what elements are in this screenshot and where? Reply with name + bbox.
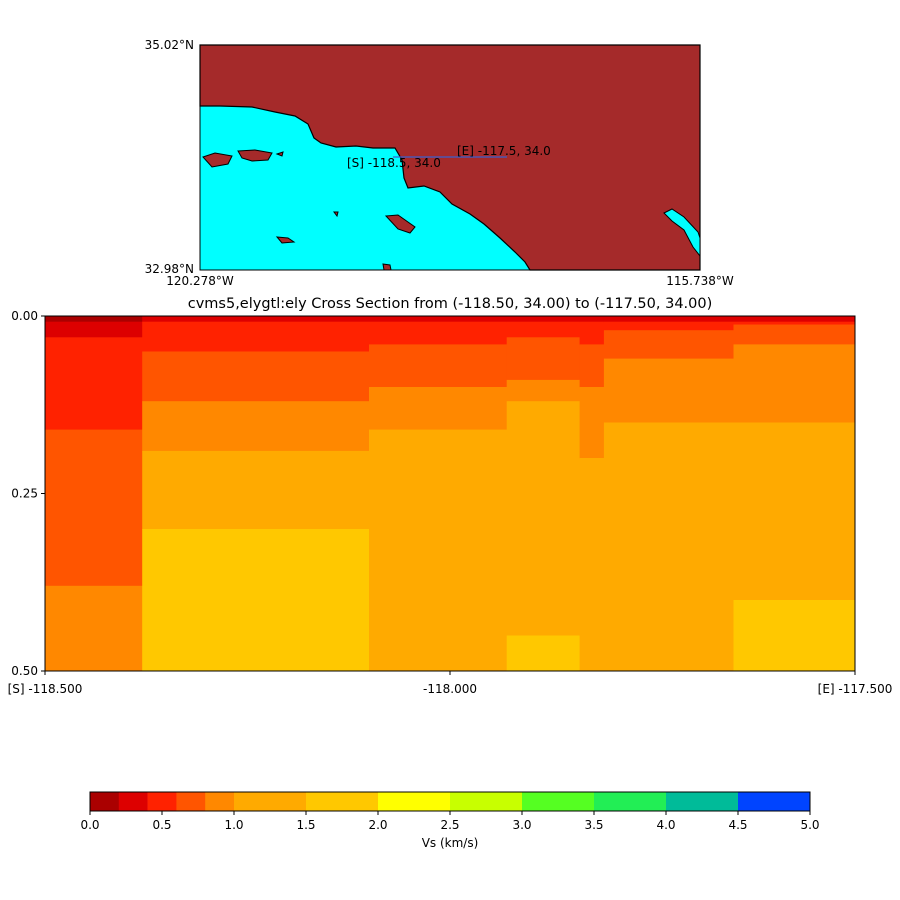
section-cell	[506, 401, 581, 636]
section-cell	[142, 351, 370, 402]
chart-title: cvms5,elygtl:ely Cross Section from (-11…	[188, 296, 713, 312]
section-cell	[45, 337, 143, 431]
y-axis: 0.00 0.25 0.50	[11, 309, 45, 678]
map-frame	[199, 44, 701, 271]
colorbar-segment	[666, 792, 739, 811]
colorbar: 0.0 0.5 1.0 1.5 2.0 2.5 3.0 3.5 4.0 4.5 5.0	[80, 791, 820, 832]
colorbar-tick-label: 4.0	[656, 818, 675, 832]
section-cell	[579, 387, 605, 459]
section-cell	[506, 321, 581, 338]
section-cell	[733, 316, 856, 323]
section-cell	[45, 316, 143, 323]
section-cell	[369, 316, 508, 323]
section-cell	[579, 316, 605, 323]
lon-left-label: 120.278°W	[166, 274, 234, 288]
colorbar-tick-label: 0.5	[152, 818, 171, 832]
map-inset: [E] -117.5, 34.0 [S] -118.5, 34.0 35.02°…	[145, 38, 734, 288]
colorbar-tick-label: 1.5	[296, 818, 315, 832]
colorbar-segment	[176, 792, 206, 811]
lon-right-label: 115.738°W	[666, 274, 734, 288]
section-cell	[369, 344, 508, 388]
colorbar-segment	[118, 792, 148, 811]
colorbar-segment	[147, 792, 177, 811]
x-tick-label: [E] -117.500	[818, 682, 893, 696]
section-cell	[733, 324, 856, 345]
section-cell	[506, 635, 581, 672]
colorbar-tick-label: 5.0	[800, 818, 819, 832]
section-cell	[579, 458, 605, 672]
map-island	[333, 211, 339, 218]
section-cell	[142, 316, 370, 323]
colorbar-tick-label: 4.5	[728, 818, 747, 832]
section-cell	[603, 422, 734, 672]
section-cell	[142, 529, 370, 672]
section-cell	[506, 379, 581, 402]
section-cell	[142, 321, 370, 352]
map-island	[275, 151, 284, 157]
section-cell	[142, 401, 370, 452]
y-tick-label: 0.00	[11, 309, 38, 323]
x-axis: [S] -118.500 -118.000 [E] -117.500	[8, 671, 893, 696]
colorbar-tick-label: 1.0	[224, 818, 243, 832]
section-cell	[603, 358, 734, 423]
colorbar-segment	[90, 792, 120, 811]
colorbar-segment	[738, 792, 811, 811]
map-island	[237, 149, 273, 162]
colorbar-tick-label: 2.5	[440, 818, 459, 832]
section-cell	[45, 429, 143, 587]
colorbar-tick-label: 3.0	[512, 818, 531, 832]
x-tick-label: [S] -118.500	[8, 682, 83, 696]
section-cell	[369, 429, 508, 672]
section-cell	[369, 387, 508, 431]
colorbar-segment	[378, 792, 451, 811]
map-island	[382, 263, 392, 271]
section-cell	[733, 422, 856, 601]
colorbar-segment	[522, 792, 595, 811]
section-cell	[45, 585, 143, 672]
colorbar-segment	[234, 792, 307, 811]
colorbar-tick-label: 2.0	[368, 818, 387, 832]
section-cell	[603, 316, 734, 323]
colorbar-segment	[594, 792, 667, 811]
section-cell	[603, 321, 734, 331]
colorbar-segment	[450, 792, 523, 811]
section-cell	[142, 450, 370, 530]
lat-bottom-label: 32.98°N	[145, 262, 194, 276]
section-cell	[579, 321, 605, 345]
map-island	[275, 236, 296, 244]
end-point-label: [E] -117.5, 34.0	[457, 144, 551, 158]
section-cell	[603, 330, 734, 360]
y-tick-label: 0.25	[11, 487, 38, 501]
colorbar-label: Vs (km/s)	[422, 836, 479, 850]
map-island	[202, 152, 233, 168]
colorbar-segment	[306, 792, 379, 811]
colorbar-segment	[205, 792, 235, 811]
section-cell	[45, 321, 143, 338]
y-tick-label: 0.50	[11, 664, 38, 678]
cross-section-plot	[45, 316, 856, 672]
x-tick-label: -118.000	[423, 682, 477, 696]
colorbar-tick-label: 0.0	[80, 818, 99, 832]
section-cell	[733, 321, 856, 326]
section-cell	[506, 316, 581, 323]
section-cell	[733, 600, 856, 672]
start-point-label: [S] -118.5, 34.0	[347, 156, 441, 170]
section-cell	[733, 344, 856, 423]
section-cell	[579, 344, 605, 388]
section-cell	[369, 321, 508, 345]
lat-top-label: 35.02°N	[145, 38, 194, 52]
colorbar-tick-label: 3.5	[584, 818, 603, 832]
section-cell	[506, 337, 581, 381]
map-island	[384, 214, 416, 234]
